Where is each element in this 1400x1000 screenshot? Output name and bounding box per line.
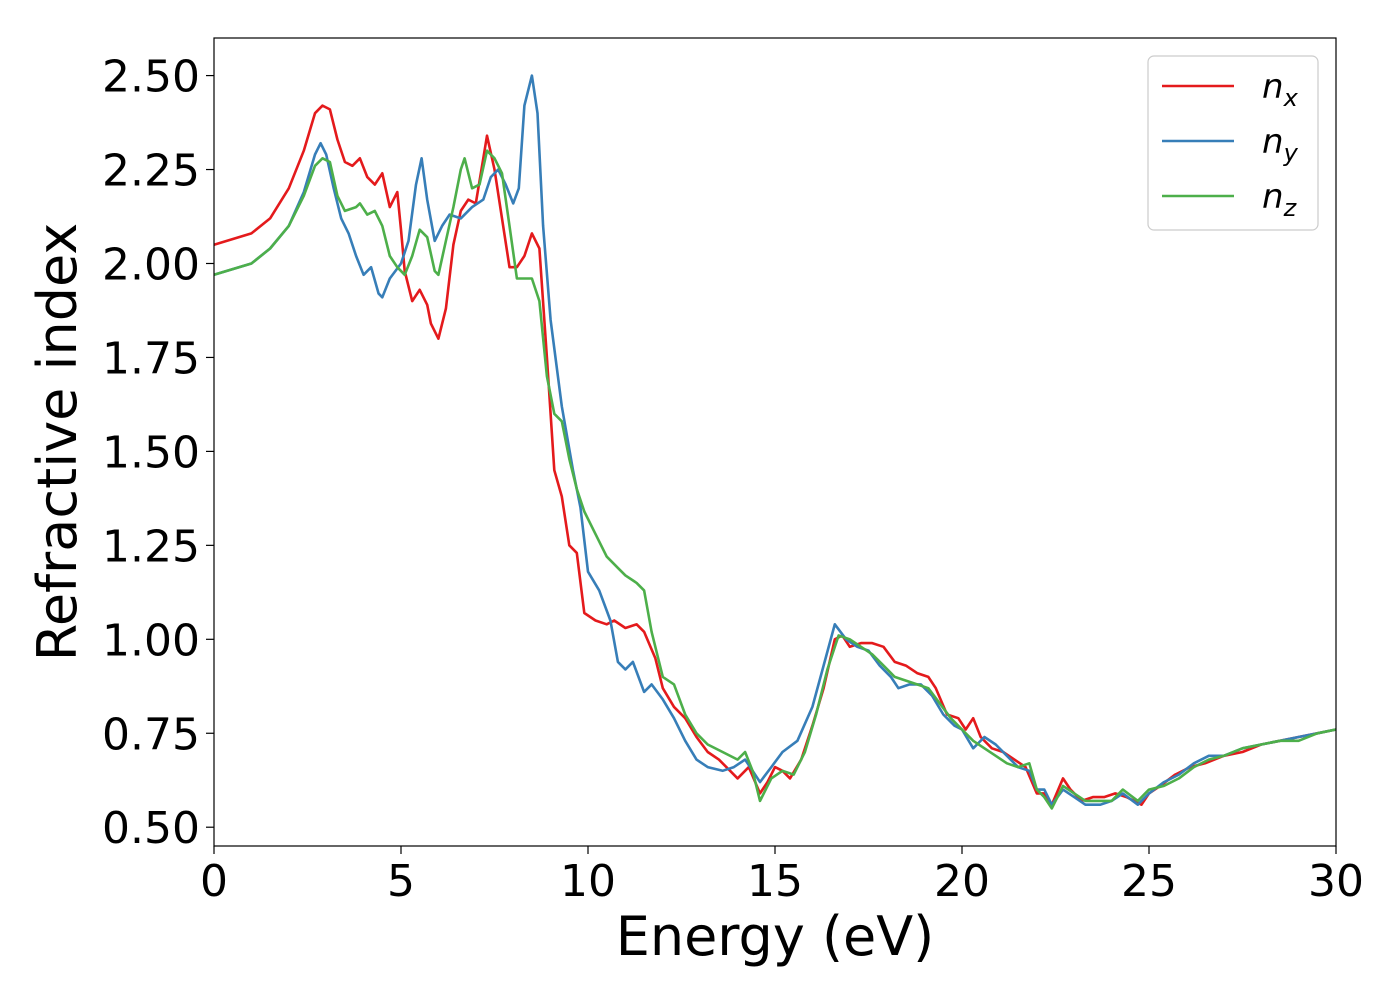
y-tick-label: 2.00	[102, 239, 200, 290]
x-axis-title: Energy (eV)	[616, 905, 935, 968]
legend-label-n_z: nz	[1262, 177, 1298, 222]
y-tick-label: 2.25	[102, 146, 200, 197]
series-line-n_y	[213, 74, 1337, 806]
y-tick-label: 1.75	[102, 333, 200, 384]
y-tick-label: 0.75	[102, 709, 200, 760]
y-tick-label: 2.50	[102, 52, 200, 103]
series-layer	[213, 74, 1337, 810]
y-tick-label: 1.25	[102, 521, 200, 572]
y-tick-label: 1.00	[102, 615, 200, 666]
x-tick-label: 25	[1121, 856, 1177, 907]
x-axis: 0 5 10 15 20 25 30	[200, 846, 1364, 907]
x-tick-label: 5	[387, 856, 415, 907]
y-axis: 0.50 0.75 1.00 1.25 1.50 1.75 2.00 2.25 2.50	[102, 52, 214, 854]
x-tick-label: 15	[747, 856, 803, 907]
series-line-n_z	[213, 149, 1337, 810]
legend-label-n_y: ny	[1262, 122, 1299, 167]
x-tick-label: 0	[200, 856, 228, 907]
x-tick-label: 10	[560, 856, 616, 907]
x-tick-label: 20	[934, 856, 990, 907]
legend: nx ny nz	[1147, 55, 1319, 231]
legend-box	[1147, 55, 1319, 231]
x-tick-label: 30	[1308, 856, 1364, 907]
y-axis-title: Refractive index	[26, 223, 89, 662]
y-tick-label: 1.50	[102, 427, 200, 478]
y-tick-label: 0.50	[102, 803, 200, 854]
legend-label-n_x: nx	[1262, 67, 1299, 112]
series-line-n_x	[213, 104, 1337, 806]
